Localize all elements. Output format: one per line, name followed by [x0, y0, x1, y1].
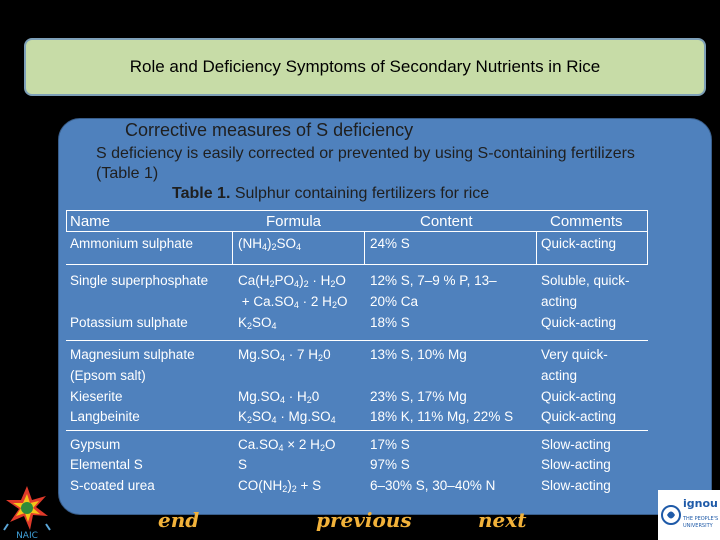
table-caption-label: Table 1. — [172, 185, 231, 202]
cell-comment: Slow-acting — [541, 478, 611, 493]
cell-name: Kieserite — [70, 389, 123, 404]
header-name: Name — [70, 213, 111, 230]
cell-content: 23% S, 17% Mg — [370, 389, 467, 404]
cell-formula: CO(NH2)2 + S — [238, 478, 322, 494]
cell-formula: Mg.SO4 · 7 H20 — [238, 347, 331, 363]
cell-name: Single superphosphate — [70, 273, 209, 288]
ignou-logo-tagline-2: UNIVERSITY — [683, 523, 714, 529]
ignou-logo-tagline-1: THE PEOPLE'S — [682, 516, 718, 522]
cell-name: Elemental S — [70, 457, 143, 472]
cell-content: 97% S — [370, 457, 410, 472]
naic-logo-text: NAIC — [16, 531, 38, 540]
cell-formula: K2SO4 · Mg.SO4 — [238, 409, 336, 425]
cell-name: Langbeinite — [70, 409, 140, 424]
cell-name: S-coated urea — [70, 478, 155, 493]
row-divider — [66, 264, 648, 265]
cell-name: Gypsum — [70, 437, 121, 452]
cell-comment: Quick-acting — [541, 409, 617, 424]
cell-formula: K2SO4 — [238, 315, 277, 331]
cell-formula: S — [238, 457, 248, 472]
row-divider — [66, 430, 648, 431]
header-formula: Formula — [266, 213, 322, 230]
cell-comment: Slow-acting — [541, 457, 611, 472]
cell-comment: Soluble, quick-acting — [541, 273, 630, 309]
column-divider — [536, 232, 537, 264]
cell-comment: Quick-acting — [541, 389, 617, 404]
cell-formula: Ca.SO4 × 2 H2O — [238, 437, 336, 453]
cell-formula: (NH4)2SO4 — [238, 236, 302, 252]
previous-button[interactable]: previous — [316, 508, 412, 532]
cell-name: Ammonium sulphate — [70, 236, 194, 251]
intro-text: S deficiency is easily corrected or prev… — [96, 145, 635, 182]
cell-content: 18% K, 11% Mg, 22% S — [370, 409, 514, 424]
ignou-logo-name: ignou — [683, 497, 718, 510]
table-header-row — [66, 210, 648, 232]
cell-content: 13% S, 10% Mg — [370, 347, 467, 362]
cell-content: 24% S — [370, 236, 410, 251]
cell-formula: Ca(H2PO4)2 · H2O + Ca.SO4 · 2 H2O — [238, 273, 348, 310]
row-divider — [66, 340, 648, 341]
content-panel — [58, 118, 712, 515]
cell-content: 12% S, 7–9 % P, 13– 20% Ca — [370, 273, 497, 309]
column-divider — [647, 232, 648, 264]
cell-content: 6–30% S, 30–40% N — [370, 478, 496, 493]
end-button[interactable]: end — [158, 508, 200, 532]
cell-content: 17% S — [370, 437, 410, 452]
cell-comment: Quick-acting — [541, 236, 617, 251]
cell-name: Potassium sulphate — [70, 315, 188, 330]
table-caption-text: Sulphur containing fertilizers for rice — [234, 185, 490, 202]
header-comments: Comments — [550, 213, 623, 230]
cell-comment: Quick-acting — [541, 315, 617, 330]
table-caption: Table 1. Sulphur containing fertilizers … — [172, 185, 489, 203]
slide-title: Role and Deficiency Symptoms of Secondar… — [129, 57, 601, 76]
cell-name: Magnesium sulphate (Epsom salt) — [70, 347, 195, 383]
column-divider — [364, 232, 365, 264]
cell-content: 18% S — [370, 315, 410, 330]
section-subtitle: Corrective measures of S deficiency — [125, 120, 414, 140]
cell-formula: Mg.SO4 · H20 — [238, 389, 320, 405]
header-content: Content — [420, 213, 473, 230]
ignou-logo-icon: ignou THE PEOPLE'S UNIVERSITY — [658, 490, 720, 540]
next-button[interactable]: next — [478, 508, 527, 532]
naic-logo-icon: NAIC — [3, 486, 51, 540]
cell-comment: Very quick-acting — [541, 347, 608, 383]
cell-comment: Slow-acting — [541, 437, 611, 452]
column-divider — [232, 232, 233, 264]
title-bar: Role and Deficiency Symptoms of Secondar… — [24, 38, 706, 96]
